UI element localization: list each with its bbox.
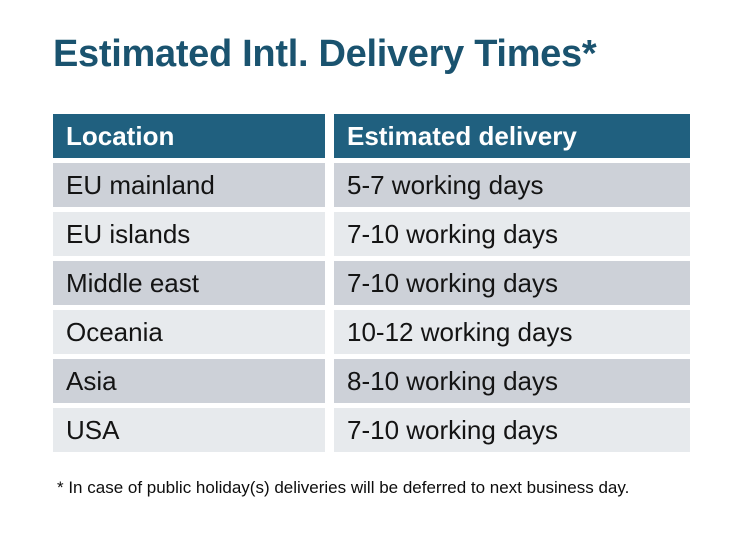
table-cell-location: EU islands: [53, 212, 325, 256]
table-cell-location: Middle east: [53, 261, 325, 305]
table-cell-delivery: 10-12 working days: [334, 310, 690, 354]
table-cell-delivery: 7-10 working days: [334, 408, 690, 452]
table-cell-delivery: 5-7 working days: [334, 163, 690, 207]
table-cell-location: Asia: [53, 359, 325, 403]
column-header-location: Location: [53, 114, 325, 158]
column-header-estimated-delivery: Estimated delivery: [334, 114, 690, 158]
table-cell-delivery: 7-10 working days: [334, 212, 690, 256]
delivery-times-table: Location Estimated delivery EU mainland …: [53, 114, 690, 452]
table-cell-delivery: 8-10 working days: [334, 359, 690, 403]
table-cell-delivery: 7-10 working days: [334, 261, 690, 305]
table-cell-location: USA: [53, 408, 325, 452]
table-cell-location: EU mainland: [53, 163, 325, 207]
page-title: Estimated Intl. Delivery Times*: [53, 33, 597, 75]
footnote: * In case of public holiday(s) deliverie…: [57, 478, 630, 497]
table-cell-location: Oceania: [53, 310, 325, 354]
